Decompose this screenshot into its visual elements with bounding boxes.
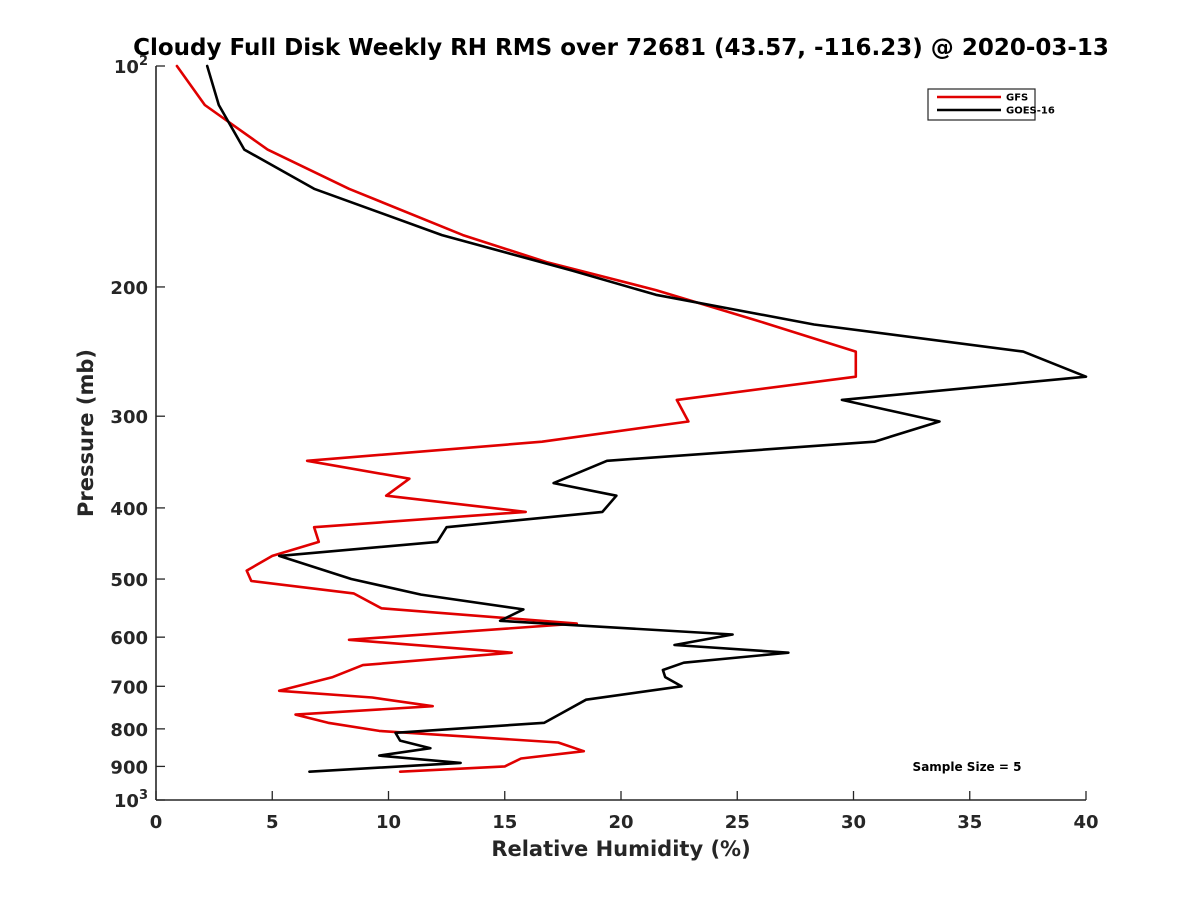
x-tick-label: 20 [608, 812, 633, 833]
x-axis-label: Relative Humidity (%) [491, 837, 750, 861]
legend-box [927, 88, 1036, 121]
y-tick-label: 300 [110, 407, 148, 428]
y-tick-label: 500 [110, 570, 148, 591]
x-tick-label: 40 [1073, 812, 1098, 833]
legend: GFS GOES-16 [927, 88, 1055, 121]
series-line-goes16 [205, 64, 1088, 774]
x-tick-label: 0 [150, 812, 163, 833]
y-tick-label: 800 [110, 720, 148, 741]
y-tick-label: 600 [110, 628, 148, 649]
sample-size-annotation: Sample Size = 5 [913, 760, 1022, 774]
y-tick-label: 700 [110, 677, 148, 698]
series-layer [175, 64, 1088, 774]
x-tick-label: 15 [492, 812, 517, 833]
y-tick-label: 103 [114, 788, 148, 812]
chart-title: Cloudy Full Disk Weekly RH RMS over 7268… [133, 35, 1109, 61]
x-axis: 0 5 10 15 20 25 30 35 40 [150, 791, 1099, 833]
x-tick-label: 35 [957, 812, 982, 833]
legend-label-goes16: GOES-16 [1006, 106, 1055, 117]
x-tick-label: 30 [841, 812, 866, 833]
x-tick-label: 5 [266, 812, 279, 833]
x-tick-label: 10 [376, 812, 401, 833]
legend-label-gfs: GFS [1006, 93, 1028, 104]
x-tick-label: 25 [725, 812, 750, 833]
y-tick-label: 102 [114, 54, 148, 78]
y-axis-label: Pressure (mb) [74, 349, 98, 517]
y-axis: 102 200 300 400 500 600 700 800 900 103 [110, 54, 165, 812]
y-tick-label: 400 [110, 499, 148, 520]
y-tick-label: 200 [110, 278, 148, 299]
y-tick-label: 900 [110, 757, 148, 778]
